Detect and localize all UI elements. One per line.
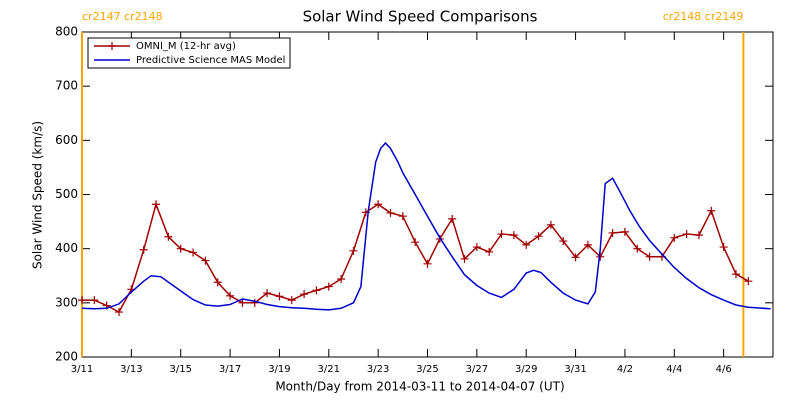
data-point (312, 286, 321, 295)
legend-marker (108, 42, 116, 50)
data-point (189, 248, 198, 257)
series-line (81, 141, 771, 311)
data-point (497, 230, 506, 239)
data-point (423, 259, 432, 268)
data-point (719, 243, 728, 252)
data-point (411, 238, 420, 247)
data-point (472, 243, 481, 252)
y-tick-label: 500 (55, 187, 78, 201)
data-point (213, 278, 222, 287)
x-tick-label: 3/29 (515, 364, 537, 375)
legend-box (87, 37, 291, 69)
x-tick-label: 3/31 (564, 364, 586, 375)
data-point (115, 308, 124, 317)
data-point (670, 233, 679, 242)
x-tick-label: 3/21 (318, 364, 340, 375)
x-tick-label: 3/13 (120, 364, 142, 375)
y-tick-label: 400 (55, 241, 78, 255)
data-point (337, 275, 346, 283)
data-point (349, 246, 358, 255)
x-tick-label: 3/27 (466, 364, 488, 375)
data-point (324, 282, 333, 291)
data-point (731, 270, 740, 279)
y-tick-label: 600 (55, 133, 78, 147)
data-point (152, 200, 161, 209)
data-point (275, 292, 284, 301)
data-point (139, 245, 148, 254)
x-axis-label: Month/Day from 2014-03-11 to 2014-04-07 … (275, 380, 564, 394)
data-point (448, 214, 457, 223)
y-axis-label: Solar Wind Speed (km/s) (31, 121, 45, 269)
data-point (522, 240, 531, 249)
data-point (620, 227, 629, 236)
y-tick-label: 700 (55, 79, 78, 93)
data-point (571, 253, 580, 262)
data-point (226, 291, 235, 300)
data-point (485, 247, 494, 256)
data-point (300, 290, 309, 299)
x-tick-label: 4/6 (716, 364, 732, 375)
x-tick-label: 3/17 (219, 364, 241, 375)
data-point (460, 254, 469, 263)
y-tick-label: 800 (55, 25, 78, 39)
legend-label: Predictive Science MAS Model (136, 55, 285, 66)
data-point (287, 296, 296, 305)
data-point (559, 237, 568, 246)
x-tick-label: 3/23 (367, 364, 389, 375)
data-point (201, 256, 210, 265)
data-point (386, 208, 395, 217)
data-point (682, 230, 691, 239)
data-point (608, 228, 617, 237)
data-point (509, 231, 518, 240)
data-point (694, 231, 703, 240)
x-tick-label: 3/25 (416, 364, 438, 375)
legend-label: OMNI_M (12-hr avg) (136, 41, 236, 52)
x-tick-label: 4/4 (666, 364, 682, 375)
data-point (546, 220, 555, 229)
x-tick-label: 4/2 (617, 364, 633, 375)
data-point (744, 277, 753, 286)
y-tick-label: 300 (55, 295, 78, 309)
data-point (583, 240, 592, 249)
data-point (176, 244, 185, 253)
data-point (374, 200, 383, 209)
data-point (645, 252, 654, 261)
y-tick-label: 200 (55, 350, 78, 364)
data-point (534, 232, 543, 241)
data-point (707, 206, 716, 215)
data-point (250, 298, 259, 307)
data-point (398, 212, 407, 221)
x-tick-label: 3/11 (71, 364, 93, 375)
data-point (78, 296, 86, 305)
data-point (633, 244, 642, 253)
chart-title: Solar Wind Speed Comparisons (303, 8, 538, 26)
data-point (238, 298, 247, 307)
annotation: cr2148 cr2149 (663, 10, 744, 23)
x-tick-label: 3/15 (169, 364, 191, 375)
data-point (90, 296, 99, 305)
x-tick-label: 3/19 (268, 364, 290, 375)
data-point (164, 232, 173, 241)
data-point (263, 289, 272, 298)
annotation: cr2147 cr2148 (82, 10, 163, 23)
